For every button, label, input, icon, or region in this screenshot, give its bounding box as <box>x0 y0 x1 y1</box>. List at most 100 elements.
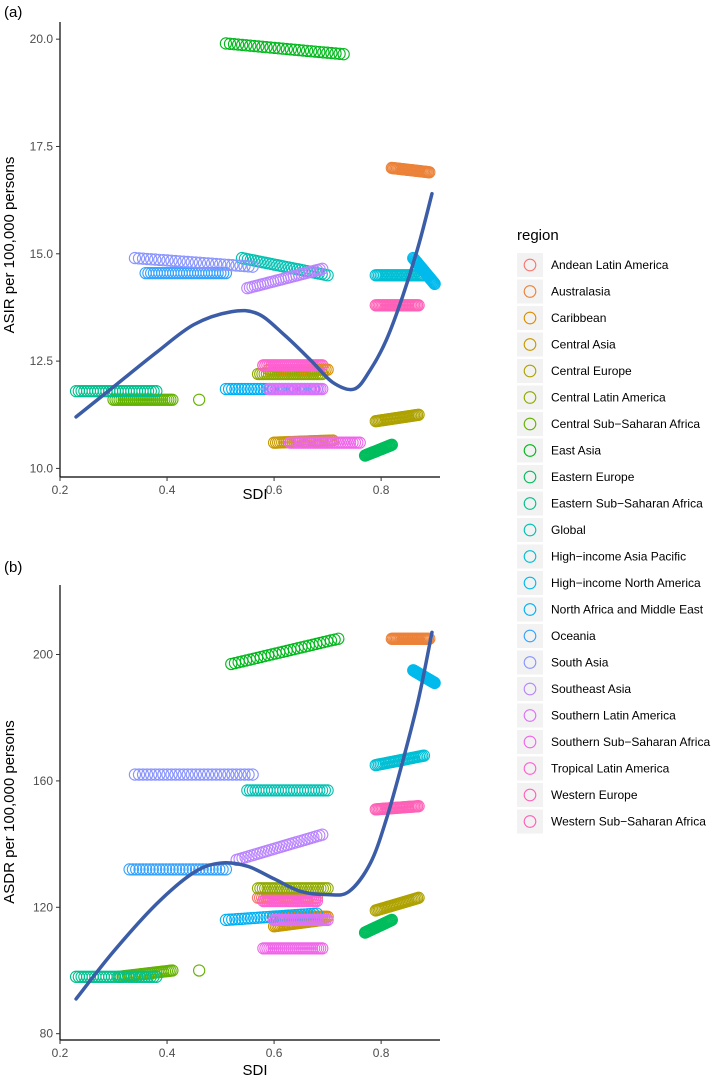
data-point <box>136 368 147 379</box>
data-point <box>130 863 143 876</box>
data-point <box>235 912 248 925</box>
data-point <box>192 964 206 977</box>
data-point <box>159 940 170 951</box>
data-point <box>284 43 298 56</box>
legend-swatch <box>523 497 537 510</box>
data-point <box>130 944 141 955</box>
data-point <box>144 384 157 398</box>
data-point <box>333 47 346 60</box>
data-point <box>307 907 320 920</box>
data-point <box>230 259 243 272</box>
legend-label: Tropical Latin America <box>551 762 670 776</box>
legend-item: Western Sub−Saharan Africa <box>517 809 706 834</box>
data-point <box>156 940 167 951</box>
data-point <box>353 436 366 449</box>
data-point <box>316 367 329 381</box>
data-point <box>161 768 174 781</box>
data-point <box>329 47 342 60</box>
data-point <box>150 941 161 952</box>
data-point <box>193 768 207 781</box>
legend-item: Central Latin America <box>517 385 666 410</box>
data-point <box>241 912 255 925</box>
panel-b: (b) 0.2 0.4 0.6 0.8 80 120 160 200 SDI ASDR pe… <box>1 559 441 1079</box>
legend-item: Southeast Asia <box>517 677 631 701</box>
data-point <box>192 393 206 406</box>
data-point <box>219 37 233 50</box>
legend-label: Caribbean <box>551 311 606 325</box>
data-point <box>425 274 438 287</box>
data-point <box>183 936 194 947</box>
panel-b-x-ticks: 0.2 0.4 0.6 0.8 <box>52 1040 390 1060</box>
data-point <box>166 863 179 876</box>
data-point <box>177 255 190 268</box>
data-point <box>309 45 322 58</box>
panel-b-points <box>69 632 441 983</box>
data-point <box>193 256 207 269</box>
legend-label: Central Europe <box>551 364 632 378</box>
data-point <box>193 863 206 876</box>
legend-key-background <box>517 703 543 728</box>
data-point <box>246 768 259 781</box>
data-point <box>144 970 157 983</box>
data-point <box>332 632 345 645</box>
data-point <box>181 255 194 269</box>
legend-label: South Asia <box>551 656 609 670</box>
legend-item: Andean Latin America <box>517 253 669 277</box>
panel-b-y-axis-title: ASDR per 100,000 persons <box>1 720 18 903</box>
data-point <box>209 768 223 781</box>
data-point <box>205 768 219 781</box>
data-point <box>234 259 247 272</box>
data-point <box>165 368 176 379</box>
data-point <box>168 939 179 950</box>
data-point <box>144 942 155 953</box>
legend-label: Western Sub−Saharan Africa <box>551 815 706 829</box>
data-point <box>146 368 157 379</box>
legend-key-background <box>517 412 543 436</box>
legend-swatch <box>523 762 537 775</box>
data-point <box>169 768 182 781</box>
data-point <box>260 910 273 924</box>
data-point <box>268 41 281 55</box>
legend-key-background <box>517 677 543 701</box>
data-point <box>219 382 233 396</box>
legend-key-background <box>517 438 543 463</box>
data-point <box>223 37 237 50</box>
legend-label: Oceania <box>551 629 596 643</box>
legend-item: Oceania <box>517 624 596 648</box>
data-point <box>427 276 441 290</box>
data-point <box>141 368 152 379</box>
panel-a-x-ticks: 0.2 0.4 0.6 0.8 <box>52 477 390 497</box>
data-point <box>153 253 166 267</box>
legend-key-background <box>517 306 543 330</box>
data-point <box>189 768 202 781</box>
data-point <box>300 44 314 58</box>
data-point <box>147 384 160 398</box>
data-point <box>315 784 329 797</box>
data-point <box>385 913 398 927</box>
data-point <box>417 749 431 762</box>
legend-swatch <box>523 285 537 298</box>
data-point <box>140 768 154 781</box>
legend-swatch <box>523 788 537 802</box>
panel-b-y-ticks: 80 120 160 200 <box>33 648 60 1041</box>
data-point <box>214 258 227 271</box>
data-point <box>170 368 181 379</box>
data-point <box>142 943 153 954</box>
data-point <box>209 257 223 271</box>
data-point <box>133 944 144 955</box>
data-point <box>248 39 261 53</box>
data-point <box>136 252 150 265</box>
data-point <box>229 913 242 926</box>
x-tick-label: 0.6 <box>266 483 283 497</box>
data-point <box>149 368 160 379</box>
data-point <box>165 768 178 781</box>
legend-key-background <box>517 624 543 648</box>
legend-swatch <box>523 391 537 404</box>
data-point <box>264 41 277 54</box>
data-point <box>222 768 235 781</box>
data-point <box>385 438 398 451</box>
data-point <box>110 368 121 379</box>
data-point <box>172 368 183 379</box>
x-tick-label: 0.2 <box>52 483 69 497</box>
